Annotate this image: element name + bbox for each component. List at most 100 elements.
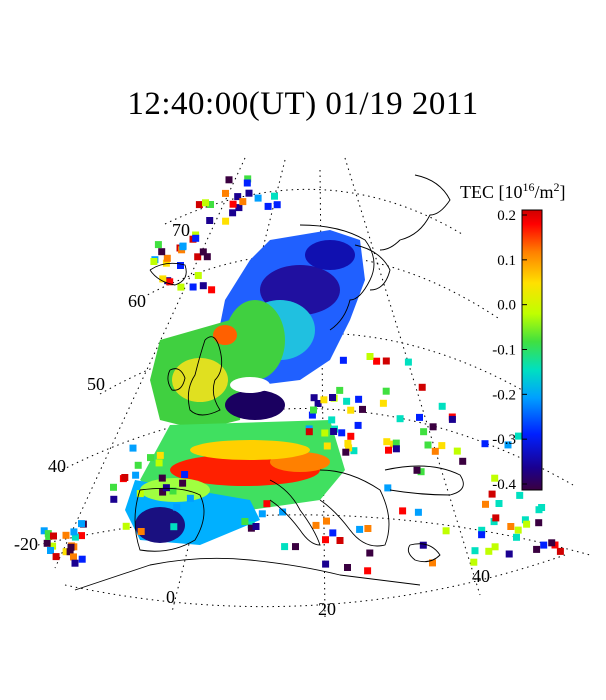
tec-sample	[122, 522, 130, 530]
tec-sample	[459, 457, 467, 465]
tec-sample	[189, 283, 197, 291]
tec-sample	[62, 548, 70, 556]
tec-sample	[366, 549, 374, 557]
tec-sample	[322, 536, 329, 544]
tec-sample	[339, 356, 347, 364]
tec-sample	[273, 201, 281, 209]
tec-sample	[159, 275, 167, 283]
tec-sample	[359, 405, 366, 413]
tec-sample	[431, 447, 439, 455]
tec-sample	[150, 258, 158, 265]
tec-sample	[179, 479, 187, 487]
tec-sample	[67, 543, 75, 551]
tec-sample	[154, 241, 162, 249]
tec-sample	[203, 253, 211, 261]
colorbar-tick-label: -0.1	[492, 343, 516, 359]
tec-sample	[373, 357, 381, 365]
tec-sample	[347, 432, 355, 440]
colorbar-title: TEC [1016/m2]	[460, 180, 566, 202]
tec-sample	[177, 262, 184, 269]
tec-sample	[78, 520, 85, 528]
tec-sample	[354, 421, 362, 429]
tec-sample	[254, 194, 262, 202]
tec-sample	[162, 259, 170, 267]
tec-sample	[66, 548, 74, 556]
tec-patch-white-gap	[230, 377, 270, 393]
tec-sample	[169, 487, 177, 495]
lon-label-m20: -20	[14, 534, 38, 554]
tec-sample	[396, 415, 404, 423]
tec-sample	[328, 416, 336, 424]
tec-sample	[170, 523, 178, 531]
colorbar-tick-label: 0.1	[497, 253, 516, 269]
tec-sample	[207, 201, 214, 208]
tec-patch-navy-2	[305, 240, 355, 270]
tec-sample	[40, 527, 48, 535]
lon-line-0	[171, 159, 286, 613]
tec-sample	[132, 471, 140, 479]
tec-sample	[225, 176, 233, 184]
tec-sample	[162, 484, 170, 492]
lat-label-60: 60	[128, 291, 146, 311]
tec-sample	[323, 517, 330, 525]
tec-sample	[222, 217, 230, 225]
tec-sample	[414, 508, 422, 516]
chart-title: 12:40:00(UT) 01/19 2011	[127, 86, 479, 122]
tec-sample	[471, 547, 479, 555]
tec-sample	[491, 543, 499, 551]
tec-sample	[535, 519, 543, 527]
tec-sample	[322, 560, 330, 568]
tec-sample	[548, 539, 556, 547]
tec-sample	[424, 441, 432, 449]
tec-sample	[70, 553, 77, 561]
tec-sample	[491, 474, 499, 482]
tec-sample	[556, 547, 564, 555]
tec-sample	[504, 441, 512, 449]
lon-line-m20	[54, 157, 246, 569]
tec-sample	[62, 531, 70, 539]
lat-line-40	[61, 408, 574, 486]
tec-sample	[49, 542, 57, 550]
tec-sample	[330, 428, 338, 435]
colorbar-title-main: TEC [10	[460, 182, 523, 202]
tec-sample	[52, 553, 60, 561]
tec-sample	[366, 353, 374, 360]
tec-sample	[419, 541, 427, 549]
tec-sample	[399, 507, 407, 515]
tec-sample	[478, 526, 486, 534]
tec-sample	[158, 474, 166, 482]
tec-sample	[540, 541, 548, 549]
tec-sample	[241, 518, 249, 525]
tec-sample	[245, 189, 253, 197]
tec-sample	[538, 504, 546, 511]
tec-sample	[235, 204, 243, 212]
coastlines	[74, 174, 464, 591]
tec-sample	[244, 175, 252, 183]
tec-sample	[177, 283, 185, 291]
tec-sample	[505, 550, 513, 558]
tec-sample	[159, 488, 167, 496]
tec-sample	[448, 415, 456, 423]
colorbar-title-exp2: 2	[554, 180, 560, 194]
tec-sample	[199, 282, 207, 290]
tec-sample	[488, 490, 496, 498]
colorbar: TEC [1016/m2] 0.2 0.1 0.0 -0.1 -0.2 -0.3 -0.4	[460, 180, 566, 493]
tec-sample	[523, 520, 531, 528]
tec-sample	[110, 483, 117, 491]
tec-sample	[258, 510, 266, 518]
tec-sample	[45, 533, 53, 540]
colorbar-tick-label: 0.2	[497, 208, 516, 224]
tec-sample	[310, 406, 317, 414]
tec-sample	[416, 413, 423, 421]
tec-sample	[166, 278, 174, 286]
tec-sample	[194, 272, 202, 279]
tec-sample	[429, 559, 436, 567]
tec-sample	[129, 444, 137, 452]
tec-sample	[492, 514, 500, 522]
tec-sample	[442, 527, 450, 535]
tec-sample	[345, 444, 353, 452]
tec-sample	[229, 209, 237, 217]
tec-sample	[78, 532, 85, 540]
tec-sample	[206, 217, 214, 224]
tec-sample	[70, 528, 78, 536]
